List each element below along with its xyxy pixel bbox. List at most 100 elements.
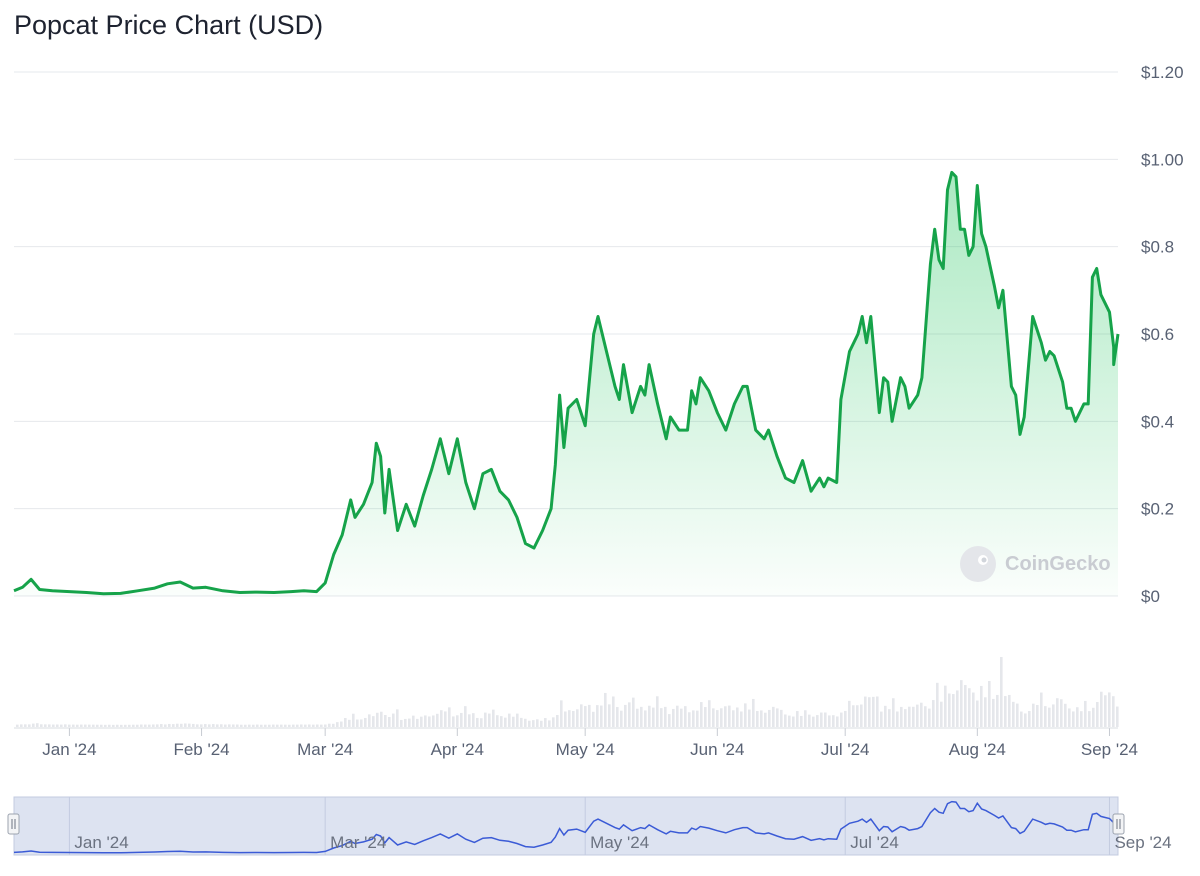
range-navigator[interactable]: Jan '24 Mar '24 May '24 Jul '24 Sep '24: [7, 796, 1172, 856]
volume-bar: [400, 719, 403, 727]
volume-bar: [764, 712, 767, 727]
volume-bar: [924, 706, 927, 727]
volume-bar: [944, 685, 947, 727]
volume-bar: [876, 696, 879, 727]
volume-bar: [256, 724, 259, 727]
volume-bar: [960, 680, 963, 727]
volume-bar: [52, 724, 55, 727]
volume-bar: [496, 715, 499, 727]
volume-bar: [832, 715, 835, 727]
y-axis-labels: $0 $0.2 $0.4 $0.6 $0.8 $1.00 $1.20: [1141, 63, 1184, 606]
volume-bar: [300, 724, 303, 727]
volume-bar: [828, 715, 831, 727]
navigator-window[interactable]: [13, 796, 1119, 856]
volume-bar: [892, 698, 895, 727]
volume-bar: [1024, 713, 1027, 727]
y-tick-label: $0.4: [1141, 412, 1174, 431]
volume-bar: [580, 704, 583, 727]
volume-bar: [680, 708, 683, 727]
volume-bar: [368, 714, 371, 727]
volume-bar: [40, 724, 43, 727]
volume-bar: [140, 724, 143, 727]
volume-bar: [604, 692, 607, 727]
volume-bar: [396, 709, 399, 727]
volume-bar: [584, 706, 587, 727]
volume-bar: [44, 724, 47, 727]
volume-bar: [328, 723, 331, 727]
volume-bar: [972, 692, 975, 727]
y-tick-label: $0.8: [1141, 238, 1174, 257]
navigator-handle-right[interactable]: [1112, 813, 1125, 835]
volume-bar: [240, 724, 243, 727]
volume-bar: [640, 706, 643, 727]
volume-bar: [1052, 704, 1055, 727]
volume-bar: [968, 688, 971, 727]
volume-bar: [100, 724, 103, 727]
volume-bar: [708, 700, 711, 727]
volume-bar: [504, 717, 507, 727]
volume-bar: [1016, 703, 1019, 727]
volume-bar: [744, 703, 747, 727]
volume-bar: [24, 724, 27, 727]
price-area: [14, 172, 1118, 596]
volume-bar: [364, 717, 367, 727]
volume-bar: [612, 696, 615, 727]
x-tick-label: Apr '24: [431, 740, 484, 759]
volume-bar: [68, 724, 71, 727]
volume-bar: [244, 724, 247, 727]
volume-bar: [1112, 696, 1115, 727]
volume-bar: [472, 713, 475, 727]
volume-bar: [932, 700, 935, 727]
volume-bar: [56, 724, 59, 727]
volume-bar: [608, 704, 611, 727]
volume-bar: [1060, 699, 1063, 727]
volume-bar: [268, 724, 271, 727]
volume-bar: [856, 705, 859, 727]
volume-bar: [360, 719, 363, 727]
volume-bar: [552, 717, 555, 727]
volume-bar: [308, 724, 311, 727]
volume-bar: [384, 714, 387, 727]
volume-bar: [248, 724, 251, 727]
volume-bar: [768, 709, 771, 727]
volume-bar: [984, 697, 987, 727]
volume-bar: [392, 713, 395, 727]
x-tick-label: Jan '24: [42, 740, 96, 759]
volume-bar: [676, 705, 679, 727]
volume-bar: [752, 698, 755, 727]
volume-bar: [576, 709, 579, 727]
x-tick-label: Feb '24: [173, 740, 229, 759]
volume-bar: [420, 716, 423, 727]
volume-bar: [812, 716, 815, 727]
volume-bar: [196, 724, 199, 727]
y-tick-label: $1.20: [1141, 63, 1184, 82]
volume-bar: [232, 724, 235, 727]
volume-bar: [672, 708, 675, 727]
navigator-handle-left[interactable]: [7, 813, 20, 835]
volume-bar: [848, 700, 851, 727]
volume-bar: [344, 718, 347, 727]
volume-bar: [728, 705, 731, 727]
volume-bar: [692, 710, 695, 727]
volume-bar: [556, 715, 559, 727]
volume-bar: [1080, 711, 1083, 727]
volume-bar: [912, 706, 915, 727]
volume-bar: [76, 724, 79, 727]
volume-bar: [424, 715, 427, 727]
navigator-label: May '24: [590, 833, 649, 852]
volume-bar: [904, 709, 907, 727]
volume-bar: [880, 711, 883, 727]
volume-bar: [988, 681, 991, 727]
volume-bar: [324, 724, 327, 727]
volume-bar: [508, 713, 511, 727]
volume-bar: [440, 710, 443, 727]
y-tick-label: $1.00: [1141, 150, 1184, 169]
volume-bar: [212, 724, 215, 727]
x-tick-label: Sep '24: [1081, 740, 1138, 759]
volume-bar: [512, 716, 515, 727]
volume-bar: [844, 710, 847, 727]
volume-bar: [416, 718, 419, 727]
volume-bar: [92, 724, 95, 727]
